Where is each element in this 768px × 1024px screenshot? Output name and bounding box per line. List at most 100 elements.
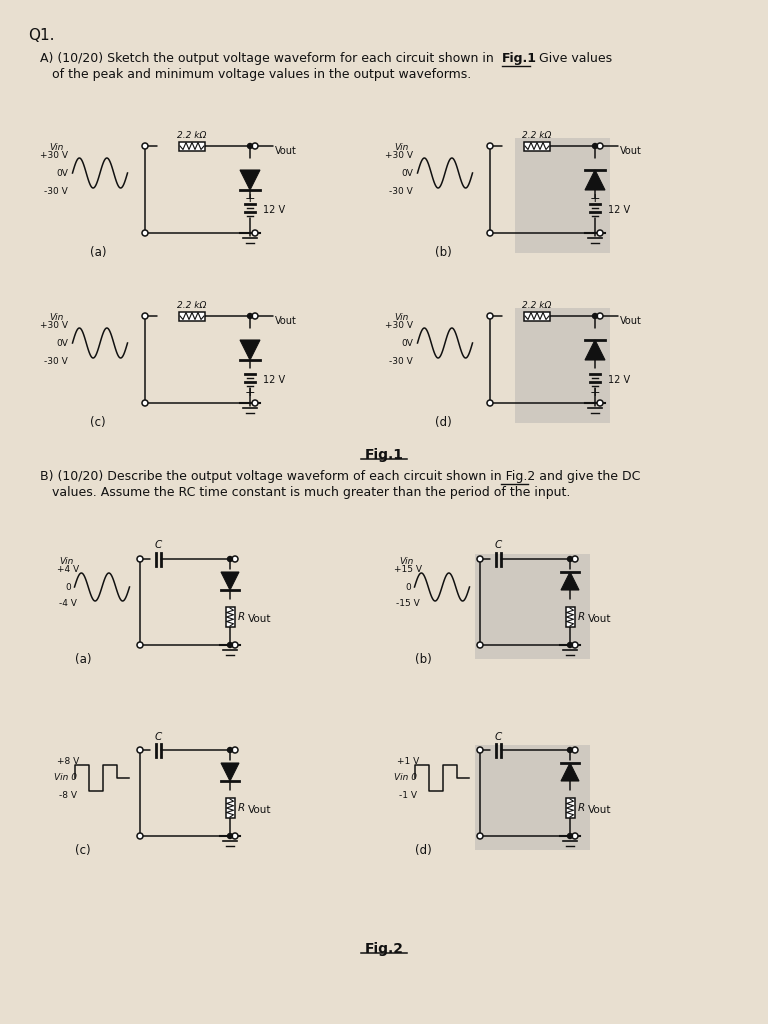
Text: -30 V: -30 V: [389, 186, 413, 196]
Bar: [179, 141, 205, 151]
Text: 0: 0: [406, 583, 411, 592]
Text: R: R: [237, 612, 245, 622]
Circle shape: [252, 313, 258, 319]
Circle shape: [137, 642, 143, 648]
Circle shape: [487, 230, 493, 236]
Circle shape: [247, 143, 253, 148]
Circle shape: [227, 748, 233, 753]
Text: B) (10/20) Describe the output voltage waveform of each circuit shown in Fig.2 a: B) (10/20) Describe the output voltage w…: [40, 470, 641, 483]
Circle shape: [572, 642, 578, 648]
Circle shape: [487, 400, 493, 406]
Circle shape: [232, 746, 238, 753]
Text: 12 V: 12 V: [263, 375, 285, 385]
Circle shape: [568, 834, 572, 839]
Circle shape: [572, 833, 578, 839]
Text: 2.2 kΩ: 2.2 kΩ: [177, 300, 207, 309]
Text: R: R: [578, 803, 584, 813]
Text: -1 V: -1 V: [399, 791, 417, 800]
Polygon shape: [561, 763, 579, 781]
Text: -30 V: -30 V: [45, 356, 68, 366]
Circle shape: [572, 556, 578, 562]
Text: Vout: Vout: [588, 614, 611, 624]
Polygon shape: [240, 340, 260, 360]
Text: (a): (a): [90, 246, 107, 259]
Text: 0V: 0V: [56, 339, 68, 347]
Circle shape: [227, 642, 233, 647]
Text: +: +: [590, 385, 601, 398]
Text: of the peak and minimum voltage values in the output waveforms.: of the peak and minimum voltage values i…: [40, 68, 472, 81]
Text: Vin 0: Vin 0: [395, 773, 418, 782]
Circle shape: [137, 833, 143, 839]
Circle shape: [568, 642, 572, 647]
Polygon shape: [585, 170, 605, 190]
Text: values. Assume the RC time constant is much greater than the period of the input: values. Assume the RC time constant is m…: [40, 486, 571, 499]
Text: Vin: Vin: [395, 312, 409, 322]
Text: (c): (c): [75, 844, 91, 857]
Text: 12 V: 12 V: [608, 205, 630, 215]
Polygon shape: [561, 572, 579, 590]
Text: Vout: Vout: [248, 614, 272, 624]
Circle shape: [592, 143, 598, 148]
Bar: [475, 554, 590, 659]
Text: (b): (b): [435, 246, 452, 259]
Circle shape: [477, 556, 483, 562]
Circle shape: [142, 400, 148, 406]
Polygon shape: [240, 170, 260, 190]
Text: (c): (c): [90, 416, 106, 429]
Bar: [565, 607, 574, 627]
Text: +: +: [245, 385, 255, 398]
Text: +1 V: +1 V: [397, 757, 419, 766]
Bar: [515, 138, 610, 253]
Text: 0V: 0V: [56, 169, 68, 177]
Circle shape: [568, 556, 572, 561]
Circle shape: [572, 746, 578, 753]
Text: +30 V: +30 V: [40, 151, 68, 160]
Polygon shape: [585, 340, 605, 360]
Text: 12 V: 12 V: [608, 375, 630, 385]
Text: +: +: [245, 193, 255, 206]
Circle shape: [247, 313, 253, 318]
Text: -30 V: -30 V: [389, 356, 413, 366]
Text: C: C: [495, 731, 502, 741]
Text: +30 V: +30 V: [385, 321, 413, 330]
Circle shape: [252, 230, 258, 236]
Text: 2.2 kΩ: 2.2 kΩ: [522, 300, 551, 309]
Text: Fig.2: Fig.2: [365, 942, 403, 956]
Text: A) (10/20) Sketch the output voltage waveform for each circuit shown in: A) (10/20) Sketch the output voltage wav…: [40, 52, 494, 65]
Text: -8 V: -8 V: [59, 791, 77, 800]
Text: 0V: 0V: [401, 169, 413, 177]
Text: Vin: Vin: [59, 557, 73, 566]
Circle shape: [252, 143, 258, 150]
Text: Fig.1: Fig.1: [365, 449, 403, 462]
Text: Vin: Vin: [50, 312, 64, 322]
Text: 2.2 kΩ: 2.2 kΩ: [177, 130, 207, 139]
Text: -30 V: -30 V: [45, 186, 68, 196]
Text: Vin: Vin: [395, 142, 409, 152]
Circle shape: [487, 143, 493, 150]
Text: C: C: [154, 541, 161, 551]
Text: Vout: Vout: [248, 805, 272, 815]
Circle shape: [227, 834, 233, 839]
Text: +30 V: +30 V: [40, 321, 68, 330]
Text: -15 V: -15 V: [396, 599, 420, 608]
Circle shape: [568, 748, 572, 753]
Circle shape: [142, 143, 148, 150]
Text: Vin: Vin: [50, 142, 64, 152]
Text: (b): (b): [415, 653, 432, 666]
Bar: [524, 141, 550, 151]
Text: Vout: Vout: [588, 805, 611, 815]
Text: Vin 0: Vin 0: [55, 773, 78, 782]
Text: 2.2 kΩ: 2.2 kΩ: [522, 130, 551, 139]
Text: Vin: Vin: [399, 557, 413, 566]
Circle shape: [592, 313, 598, 318]
Text: -4 V: -4 V: [59, 599, 77, 608]
Text: Vout: Vout: [275, 146, 297, 156]
Text: 0V: 0V: [401, 339, 413, 347]
Bar: [179, 311, 205, 321]
Text: +8 V: +8 V: [57, 757, 79, 766]
Circle shape: [232, 556, 238, 562]
Polygon shape: [221, 763, 239, 781]
Circle shape: [232, 642, 238, 648]
Text: (d): (d): [435, 416, 452, 429]
Text: 12 V: 12 V: [263, 205, 285, 215]
